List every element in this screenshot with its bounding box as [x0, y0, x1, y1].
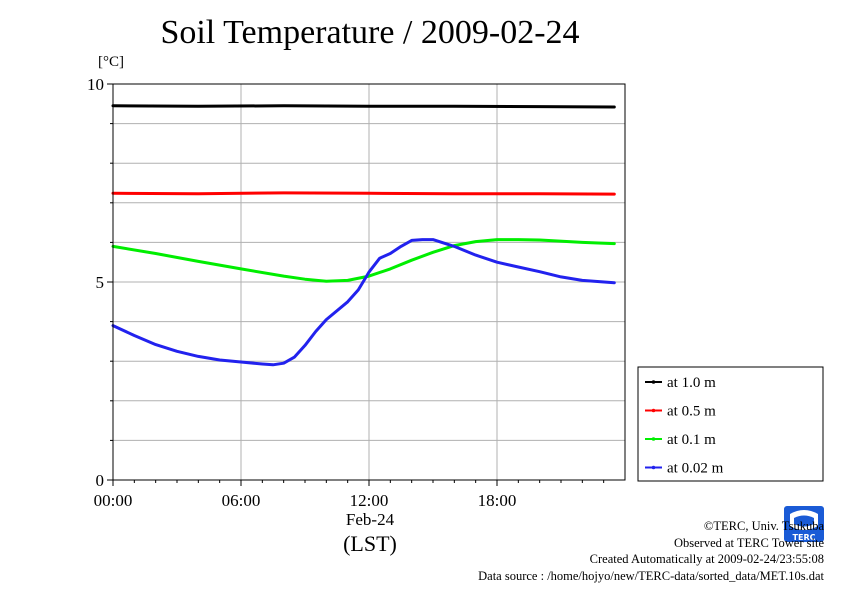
series-line-0	[111, 104, 616, 109]
legend-label-0: at 1.0 m	[667, 375, 716, 391]
chart-series	[111, 104, 616, 367]
x-axis-timezone-label: (LST)	[343, 531, 397, 556]
x-tick-label: 18:00	[478, 491, 517, 510]
terc-logo-icon: TERC	[784, 506, 824, 542]
observed-text: Observed at TERC Tower site	[673, 535, 824, 550]
legend-marker-0	[651, 380, 656, 384]
series-line-2	[111, 238, 616, 283]
legend: at 1.0 m at 0.5 m at 0.1 m at 0.02 m	[637, 366, 824, 482]
y-tick-label: 0	[96, 471, 105, 490]
created-text: Created Automatically at 2009-02-24/23:5…	[589, 552, 824, 566]
y-tick-label: 10	[87, 75, 104, 94]
y-axis-unit: [°C]	[98, 54, 124, 70]
legend-label-2: at 0.1 m	[667, 432, 716, 448]
copyright-text: ©TERC, Univ. Tsukuba	[703, 519, 824, 533]
chart-title: Soil Temperature / 2009-02-24	[160, 14, 580, 51]
x-tick-label: 00:00	[94, 491, 133, 510]
legend-label-1: at 0.5 m	[667, 404, 716, 420]
x-tick-label: 12:00	[350, 491, 389, 510]
logo-text: TERC	[793, 533, 816, 542]
series-line-3	[111, 238, 616, 367]
credits-block: ©TERC, Univ. Tsukuba Observed at TERC To…	[478, 518, 824, 584]
x-axis-date-label: Feb-24	[345, 510, 395, 529]
legend-marker-3	[651, 465, 656, 470]
legend-marker-1	[651, 408, 656, 413]
series-line-1	[111, 191, 616, 196]
legend-marker-2	[651, 437, 656, 441]
y-tick-label: 5	[96, 273, 105, 292]
chart-grid	[113, 84, 625, 480]
x-tick-label: 06:00	[222, 491, 261, 510]
data-source-text: Data source : /home/hojyo/new/TERC-data/…	[478, 568, 824, 583]
chart-ticks: 0 5 10 00:00 06:00 12:00 18:00	[87, 75, 605, 510]
legend-label-3: at 0.02 m	[667, 461, 724, 477]
legend-box	[637, 366, 824, 482]
